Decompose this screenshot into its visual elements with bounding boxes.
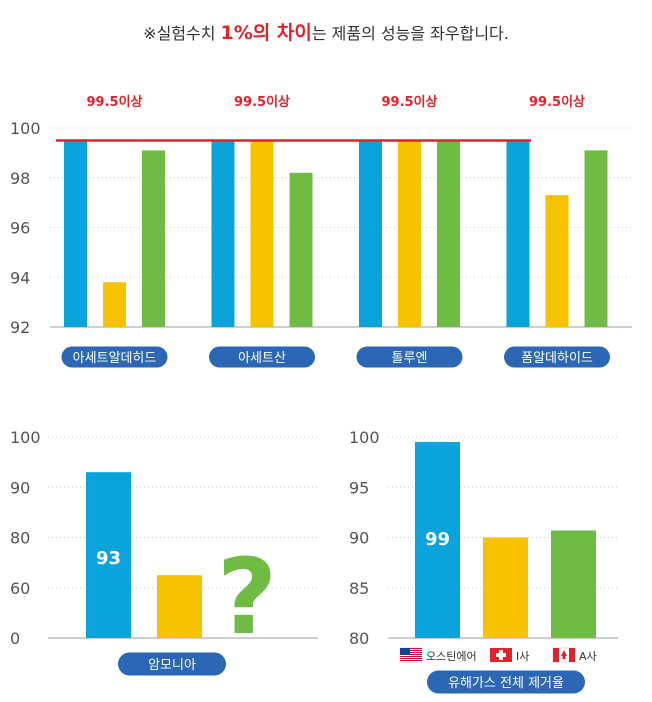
chart3-title-label-pill: [427, 670, 585, 694]
chart1-bar: [545, 195, 569, 327]
chart3-value-label: 99: [425, 529, 450, 550]
headline-prefix: ※실험수치: [143, 24, 216, 43]
chart1-category-label: 폼알데하이드: [521, 351, 593, 366]
headline-suffix: 는 제품의 성능을 좌우합니다.: [311, 24, 509, 43]
chart3-bar: [415, 442, 460, 638]
us-flag-stripe: [400, 656, 422, 657]
us-flag-stripe: [400, 658, 422, 659]
chart3-title-label: 유해가스 전체 제거율: [448, 676, 564, 691]
chart3-y-tick-label: 85: [349, 579, 369, 598]
chart3-legend-label: A사: [579, 650, 597, 663]
us-flag-stripe: [400, 650, 422, 651]
chart1-bar: [359, 140, 382, 327]
chart1-bar: [437, 140, 460, 327]
chart2-bar: [86, 472, 131, 638]
us-flag-stripe: [400, 654, 422, 655]
chart2-question-mark: ?: [217, 536, 277, 658]
chart1-bar: [64, 140, 87, 327]
chart3-y-tick-label: 90: [349, 529, 369, 548]
us-flag-stripe: [400, 648, 422, 649]
chart1-threshold-label: 99.5이상: [529, 94, 585, 110]
swiss-flag-cross: [496, 653, 506, 657]
us-flag-stripe: [400, 652, 422, 653]
us-flag-stripe: [400, 660, 422, 661]
chart1-category-label-pill: [504, 346, 610, 368]
chart1-category-label-pill: [356, 346, 463, 368]
chart2-y-tick-label: 60: [10, 579, 30, 598]
chart1-y-tick-label: 98: [10, 169, 30, 188]
chart3-y-tick-label: 95: [349, 478, 369, 497]
chart3-legend-label: I사: [516, 650, 529, 663]
chart1-bar: [103, 282, 126, 327]
chart2-bar: [157, 575, 202, 638]
chart3-y-tick-label: 100: [349, 428, 380, 447]
chart2-value-label: 93: [96, 548, 121, 569]
chart1-bar: [142, 150, 165, 327]
canada-flag-leaf: [561, 650, 567, 659]
chart1-bar: [584, 150, 608, 327]
chart1-threshold-label: 99.5이상: [234, 94, 290, 110]
chart1-category-label: 톨루엔: [392, 351, 428, 366]
chart1-bar: [506, 140, 530, 327]
chart1-bar: [398, 140, 421, 327]
chart3-bar: [551, 530, 596, 638]
canada-flag-band: [569, 648, 575, 662]
chart1-threshold-label: 99.5이상: [87, 94, 143, 110]
chart1-bar: [211, 140, 235, 327]
chart1-category-label-pill: [61, 346, 168, 368]
chart2-y-tick-label: 90: [10, 478, 30, 497]
chart1-bar: [250, 140, 274, 327]
chart3-legend-label: 오스틴에어: [426, 650, 477, 663]
chart2-y-tick-label: 80: [10, 529, 30, 548]
chart1-bar: [289, 172, 313, 327]
chart1-category-label: 아세트산: [238, 351, 286, 366]
chart1-threshold-label: 99.5이상: [382, 94, 438, 110]
chart1-y-tick-label: 100: [10, 119, 41, 138]
chart2-category-label: 암모니아: [148, 658, 196, 673]
headline-highlight: 1%의 차이: [220, 22, 312, 44]
chart2-category-label-pill: [118, 652, 226, 676]
chart2-y-tick-label: 0: [10, 629, 20, 648]
chart1-category-label: 아세트알데히드: [73, 351, 157, 366]
chart1-y-tick-label: 96: [10, 219, 30, 238]
headline: ※실험수치 1%의 차이는 제품의 성능을 좌우합니다.: [0, 18, 652, 45]
chart1-category-label-pill: [209, 346, 315, 368]
chart1-y-tick-label: 92: [10, 318, 30, 337]
chart3-y-tick-label: 80: [349, 629, 369, 648]
chart2-y-tick-label: 100: [10, 428, 41, 447]
chart1-y-tick-label: 94: [10, 268, 30, 287]
us-flag-canton: [400, 648, 410, 655]
chart3-bar: [483, 537, 528, 638]
canada-flag-band: [553, 648, 559, 662]
